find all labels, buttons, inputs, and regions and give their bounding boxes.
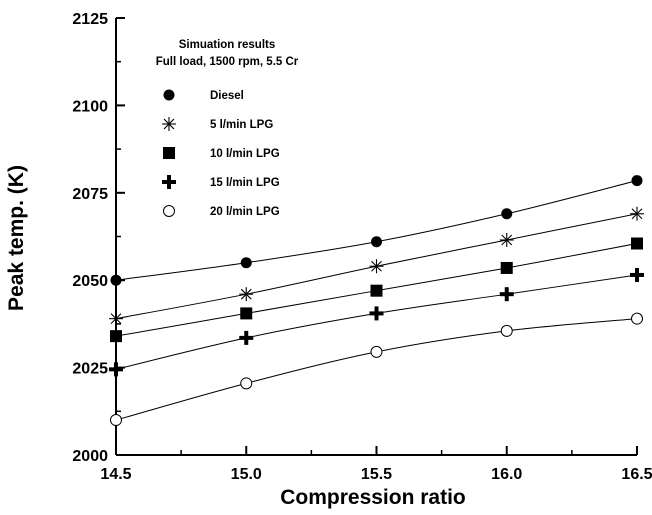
data-point-0-1: [240, 257, 252, 269]
data-point-2-3: [500, 261, 513, 274]
x-axis-title: Compression ratio: [280, 486, 466, 509]
x-tick-label: 16.5: [621, 466, 652, 483]
y-tick-label: 2050: [72, 273, 108, 290]
data-point-1-3: [499, 232, 514, 247]
data-point-4-4: [631, 312, 643, 325]
data-point-0-3: [501, 208, 513, 220]
y-tick-label: 2025: [72, 361, 108, 378]
annotation-line-1: Simuation results: [179, 39, 276, 51]
y-tick-label: 2100: [72, 98, 108, 115]
data-point-3-4: [630, 267, 644, 282]
x-tick-label: 14.5: [100, 466, 131, 483]
ticks: 2000 2025 2050 2075 2100 2125 14.5 15.0 15.5 16.0…: [72, 11, 652, 483]
legend-marker-4: [163, 205, 175, 217]
legend-marker-1: [162, 117, 176, 131]
data-point-1-4: [630, 206, 644, 221]
data-point-1-0: [109, 311, 123, 326]
data-point-0-4: [631, 175, 643, 187]
data-point-4-0: [110, 414, 122, 427]
x-tick-label: 15.0: [231, 466, 262, 483]
data-point-1-1: [239, 287, 254, 302]
data-point-3-3: [499, 287, 514, 302]
data-point-0-0: [110, 274, 122, 286]
data-point-2-1: [240, 307, 253, 320]
y-tick-label: 2125: [72, 11, 108, 28]
legend-marker-2: [163, 147, 175, 159]
legend-label-2: 10 l/min LPG: [210, 148, 280, 160]
legend-label-4: 20 l/min LPG: [210, 206, 280, 218]
data-point-3-2: [369, 306, 384, 321]
data-point-2-0: [110, 330, 122, 343]
data-point-3-0: [109, 362, 123, 377]
data-point-4-2: [370, 345, 383, 358]
legend-label-1: 5 l/min LPG: [210, 119, 273, 131]
y-tick-label: 2075: [72, 186, 108, 203]
data-point-0-2: [371, 236, 382, 248]
series-lines: [109, 175, 644, 427]
legend-marker-0: [163, 89, 175, 101]
data-point-1-2: [369, 259, 384, 274]
data-point-4-3: [500, 324, 513, 337]
legend-label-3: 15 l/min LPG: [210, 177, 280, 189]
data-point-2-4: [631, 237, 643, 250]
series-line-4: [115, 318, 638, 421]
legend-marker-3: [162, 175, 176, 189]
annotation-line-2: Full load, 1500 rpm, 5.5 Cr: [156, 56, 299, 68]
data-point-2-2: [370, 284, 383, 297]
y-tick-label: 2000: [72, 448, 108, 465]
data-point-4-1: [240, 377, 253, 390]
legend-label-0: Diesel: [210, 90, 244, 102]
x-tick-label: 16.0: [491, 466, 522, 483]
legend: Diesel 5 l/min LPG 10 l/min LPG 15 l/min LP…: [162, 89, 280, 218]
y-axis-title: Peak temp. (K): [5, 165, 28, 311]
x-tick-label: 15.5: [361, 466, 392, 483]
data-point-3-1: [239, 330, 254, 345]
